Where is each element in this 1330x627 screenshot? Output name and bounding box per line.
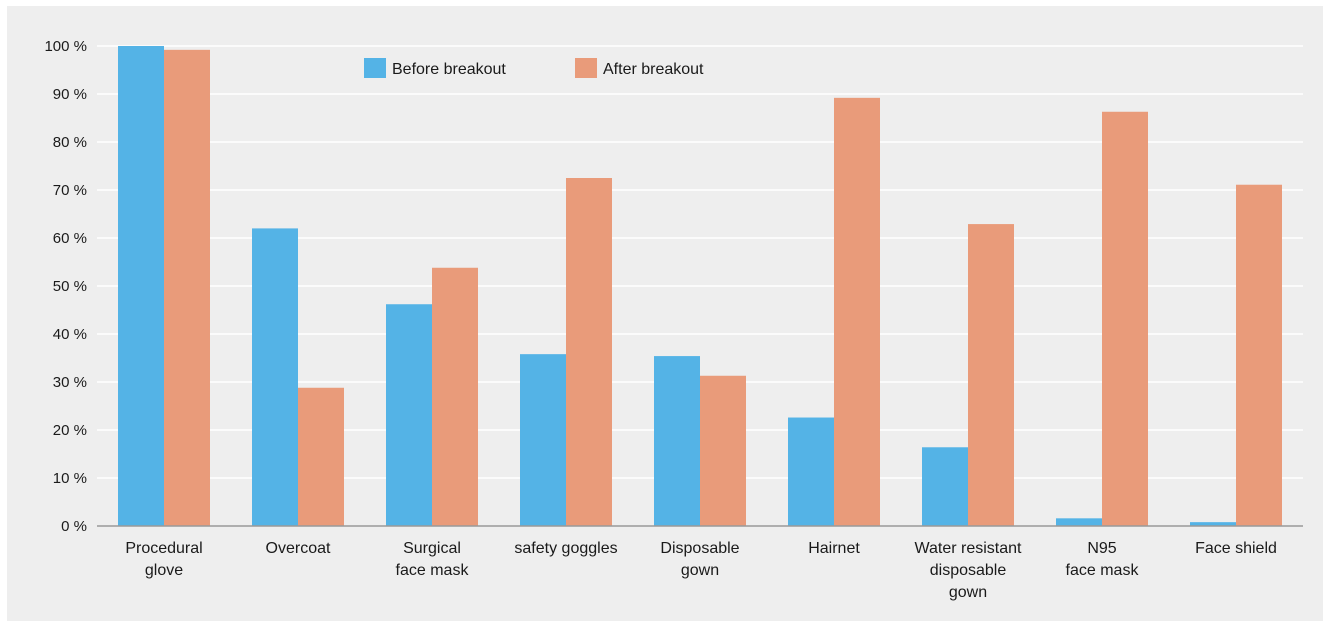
legend: Before breakout After breakout bbox=[364, 58, 704, 78]
bar-after-breakout bbox=[700, 375, 746, 526]
x-category-label: Overcoat bbox=[266, 540, 331, 557]
bar-before-breakout bbox=[118, 46, 164, 526]
bar-after-breakout bbox=[834, 97, 880, 526]
bar-after-breakout bbox=[968, 224, 1014, 526]
bars bbox=[118, 46, 1282, 527]
y-tick-label: 10 % bbox=[53, 470, 87, 487]
legend-label: After breakout bbox=[603, 61, 704, 78]
x-axis-category-labels: Procedural glove Overcoat Surgical face mask… bbox=[125, 540, 1277, 601]
x-category-label: Hairnet bbox=[808, 540, 860, 557]
x-category-label-line: Water resistant bbox=[915, 540, 1023, 557]
y-tick-label: 60 % bbox=[53, 230, 87, 247]
x-category-label-line: disposable bbox=[930, 562, 1007, 579]
x-category-label-line: Face shield bbox=[1195, 540, 1277, 557]
x-category-label-line: Disposable bbox=[660, 540, 739, 557]
bar-after-breakout bbox=[432, 267, 478, 526]
bar-chart: 0 % 10 % 20 % 30 % 40 % 50 % 60 % 70 % 80 % 90 % 1… bbox=[44, 38, 1303, 601]
x-category-label: Face shield bbox=[1195, 540, 1277, 557]
bar-after-breakout bbox=[164, 49, 210, 527]
bar-after-breakout bbox=[566, 178, 612, 526]
y-tick-label: 40 % bbox=[53, 326, 87, 343]
y-tick-label: 100 % bbox=[44, 38, 87, 55]
x-category-label-line: gown bbox=[681, 562, 719, 579]
y-tick-label: 30 % bbox=[53, 374, 87, 391]
x-category-label: Procedural glove bbox=[125, 540, 202, 579]
y-tick-label: 70 % bbox=[53, 182, 87, 199]
x-category-label-line: Procedural bbox=[125, 540, 202, 557]
bar-before-breakout bbox=[386, 304, 432, 526]
x-category-label: Water resistant disposable gown bbox=[915, 540, 1023, 601]
legend-label: Before breakout bbox=[392, 61, 506, 78]
y-tick-label: 80 % bbox=[53, 134, 87, 151]
y-tick-label: 20 % bbox=[53, 422, 87, 439]
y-tick-label: 50 % bbox=[53, 278, 87, 295]
x-category-label-line: safety goggles bbox=[514, 540, 617, 557]
legend-swatch bbox=[364, 58, 386, 78]
x-category-label-line: Overcoat bbox=[266, 540, 331, 557]
bar-before-breakout bbox=[252, 228, 298, 526]
bar-after-breakout bbox=[1102, 111, 1148, 526]
bar-before-breakout bbox=[1190, 522, 1236, 526]
chart-panel: 0 % 10 % 20 % 30 % 40 % 50 % 60 % 70 % 80 % 90 % 1… bbox=[7, 6, 1323, 621]
x-category-label: safety goggles bbox=[514, 540, 617, 557]
x-category-label-line: face mask bbox=[1066, 562, 1140, 579]
bar-after-breakout bbox=[1236, 184, 1282, 526]
bar-before-breakout bbox=[1056, 518, 1102, 526]
x-category-label-line: Hairnet bbox=[808, 540, 860, 557]
y-tick-label: 0 % bbox=[61, 518, 87, 535]
x-category-label-line: N95 bbox=[1087, 540, 1116, 557]
y-tick-label: 90 % bbox=[53, 86, 87, 103]
x-category-label-line: glove bbox=[145, 562, 183, 579]
bar-before-breakout bbox=[654, 356, 700, 526]
y-axis-tick-labels: 0 % 10 % 20 % 30 % 40 % 50 % 60 % 70 % 80 % 90 % 1… bbox=[44, 38, 87, 535]
x-category-label-line: gown bbox=[949, 584, 987, 601]
x-category-label: N95 face mask bbox=[1066, 540, 1140, 579]
bar-before-breakout bbox=[788, 417, 834, 526]
bar-before-breakout bbox=[520, 354, 566, 526]
x-category-label-line: Surgical bbox=[403, 540, 461, 557]
x-category-label: Disposable gown bbox=[660, 540, 739, 579]
bar-before-breakout bbox=[922, 447, 968, 526]
legend-swatch bbox=[575, 58, 597, 78]
x-category-label-line: face mask bbox=[396, 562, 470, 579]
bar-after-breakout bbox=[298, 387, 344, 526]
x-category-label: Surgical face mask bbox=[396, 540, 470, 579]
